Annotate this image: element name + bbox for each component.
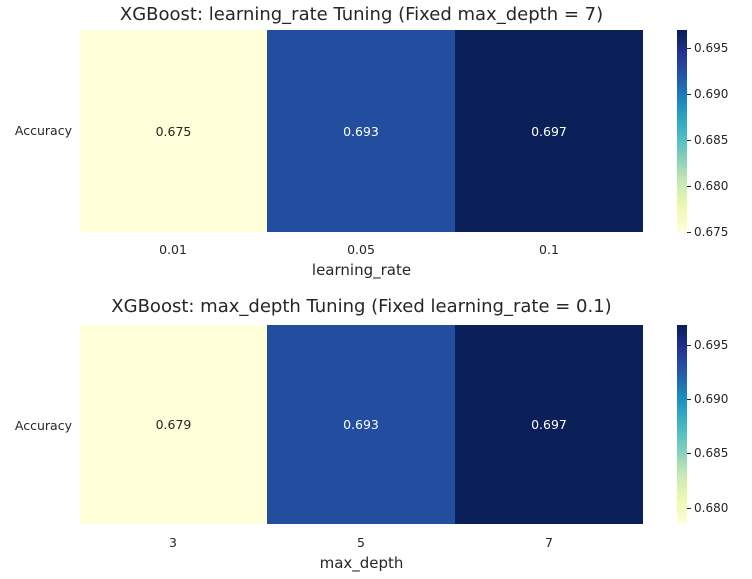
heatmap-cell: 0.693 — [267, 30, 455, 232]
x-tick-label: 7 — [545, 535, 553, 550]
x-tick-label: 0.05 — [347, 242, 375, 257]
row-label: Accuracy — [14, 418, 72, 433]
heatmap-cell: 0.675 — [80, 30, 267, 232]
x-axis-label: learning_rate — [311, 261, 412, 279]
heatmap-cell: 0.697 — [455, 325, 643, 524]
x-tick-label: 0.01 — [159, 242, 187, 257]
colorbar-tick-mark — [687, 507, 691, 509]
colorbar-tick-mark — [687, 94, 691, 96]
heatmap-grid: 0.679 0.693 0.697 — [80, 325, 643, 524]
chart-title: XGBoost: learning_rate Tuning (Fixed max… — [119, 4, 604, 25]
heatmap-panel-max-depth: XGBoost: max_depth Tuning (Fixed learnin… — [0, 292, 752, 579]
colorbar-tick-mark — [687, 186, 691, 188]
colorbar-tick-label: 0.695 — [694, 337, 729, 352]
x-tick-label: 3 — [169, 535, 177, 550]
heatmap-grid: 0.675 0.693 0.697 — [80, 30, 643, 232]
chart-title: XGBoost: max_depth Tuning (Fixed learnin… — [111, 296, 612, 317]
x-tick-label: 0.1 — [539, 242, 559, 257]
heatmap-cell: 0.697 — [455, 30, 643, 232]
colorbar-tick-label: 0.695 — [694, 41, 729, 56]
colorbar-tick-mark — [687, 232, 691, 233]
colorbar-tick-label: 0.690 — [694, 391, 729, 406]
colorbar-tick-mark — [687, 48, 691, 50]
colorbar-tick-label: 0.685 — [694, 446, 729, 461]
heatmap-cell: 0.679 — [80, 325, 267, 524]
x-axis-label: max_depth — [319, 554, 404, 572]
x-tick-label: 5 — [357, 535, 365, 550]
colorbar — [677, 30, 687, 232]
colorbar-tick-mark — [687, 398, 691, 400]
colorbar-tick-mark — [687, 453, 691, 455]
colorbar-tick-mark — [687, 344, 691, 346]
colorbar-tick-label: 0.675 — [694, 225, 729, 239]
colorbar-tick-label: 0.680 — [694, 500, 729, 515]
colorbar-tick-label: 0.690 — [694, 87, 729, 102]
heatmap-cell: 0.693 — [267, 325, 455, 524]
colorbar-tick-label: 0.685 — [694, 133, 729, 148]
colorbar-tick-label: 0.680 — [694, 179, 729, 194]
heatmap-panel-learning-rate: XGBoost: learning_rate Tuning (Fixed max… — [14, 4, 729, 279]
colorbar-tick-mark — [687, 140, 691, 142]
row-label: Accuracy — [14, 123, 72, 138]
colorbar — [677, 325, 687, 524]
